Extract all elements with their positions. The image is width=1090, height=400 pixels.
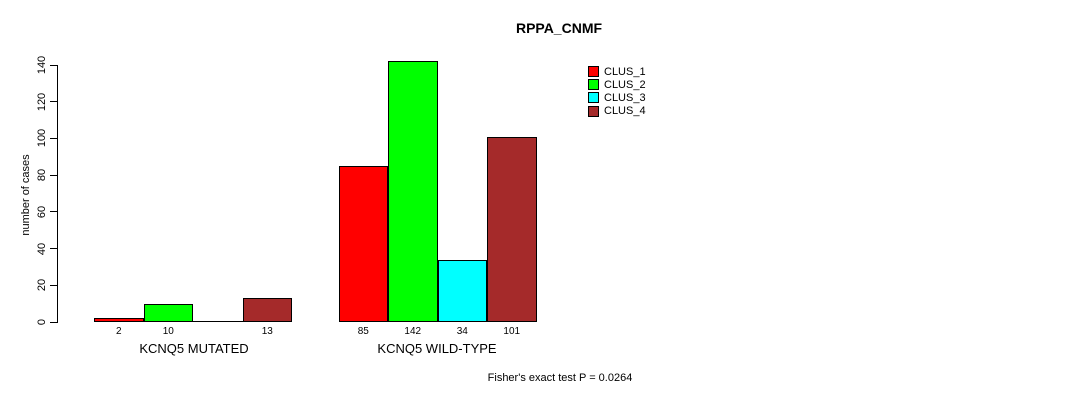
bar-value-label: 10 — [162, 326, 174, 337]
legend-swatch-clus-2 — [588, 79, 599, 91]
x-group-label-kcnq5-mutated: KCNQ5 MUTATED — [139, 341, 249, 356]
bar-clus-4-wild-type — [487, 136, 537, 322]
y-tick-label: 100 — [36, 129, 48, 148]
bar-clus-2-wild-type — [388, 61, 438, 322]
y-axis-line — [57, 65, 58, 323]
y-axis-label: number of cases — [20, 154, 32, 236]
legend-swatch-clus-3 — [588, 92, 599, 104]
bar-value-label: 142 — [404, 326, 422, 337]
y-tick — [50, 64, 57, 66]
legend-label-clus-3: CLUS_3 — [604, 91, 646, 104]
legend-swatch-clus-1 — [588, 66, 599, 78]
bar-clus-1-wild-type — [338, 165, 388, 322]
chart-title: RPPA_CNMF — [515, 20, 603, 36]
bar-value-label: 2 — [115, 326, 122, 337]
fisher-test-annotation: Fisher's exact test P = 0.0264 — [487, 372, 633, 384]
y-tick-label: 20 — [36, 279, 48, 292]
bar-clus-3-wild-type — [437, 259, 487, 322]
legend-label-clus-2: CLUS_2 — [604, 78, 646, 91]
y-tick — [50, 248, 57, 250]
bar-clus-3-mutated — [193, 321, 243, 322]
y-tick-label: 0 — [36, 318, 48, 326]
y-tick — [50, 137, 57, 139]
bar-value-label: 85 — [357, 326, 369, 337]
y-tick-label: 140 — [36, 55, 48, 75]
legend-row-clus-1: CLUS_1 — [588, 65, 646, 78]
legend-row-clus-2: CLUS_2 — [588, 78, 646, 91]
bar-value-label: 34 — [456, 326, 468, 337]
legend-label-clus-1: CLUS_1 — [604, 65, 646, 78]
legend-row-clus-3: CLUS_3 — [588, 91, 646, 104]
y-tick — [50, 211, 57, 213]
bar-clus-4-mutated — [242, 298, 292, 322]
bar-value-label: 101 — [503, 326, 521, 337]
y-tick — [50, 284, 57, 286]
y-tick-label: 120 — [36, 92, 48, 111]
legend: CLUS_1 CLUS_2 CLUS_3 CLUS_4 — [588, 65, 646, 118]
y-tick-label: 40 — [36, 242, 48, 255]
y-tick-label: 60 — [36, 205, 48, 218]
legend-swatch-clus-4 — [588, 105, 599, 117]
y-tick-label: 80 — [36, 169, 48, 182]
y-tick — [50, 321, 57, 323]
y-tick — [50, 174, 57, 176]
x-group-label-kcnq5-wild-type: KCNQ5 WILD-TYPE — [377, 341, 497, 356]
bar-clus-1-mutated — [94, 318, 144, 322]
bar-value-label: 13 — [261, 326, 273, 337]
y-tick — [50, 101, 57, 103]
legend-row-clus-4: CLUS_4 — [588, 105, 646, 118]
legend-label-clus-4: CLUS_4 — [604, 105, 646, 118]
bar-clus-2-mutated — [143, 303, 193, 322]
